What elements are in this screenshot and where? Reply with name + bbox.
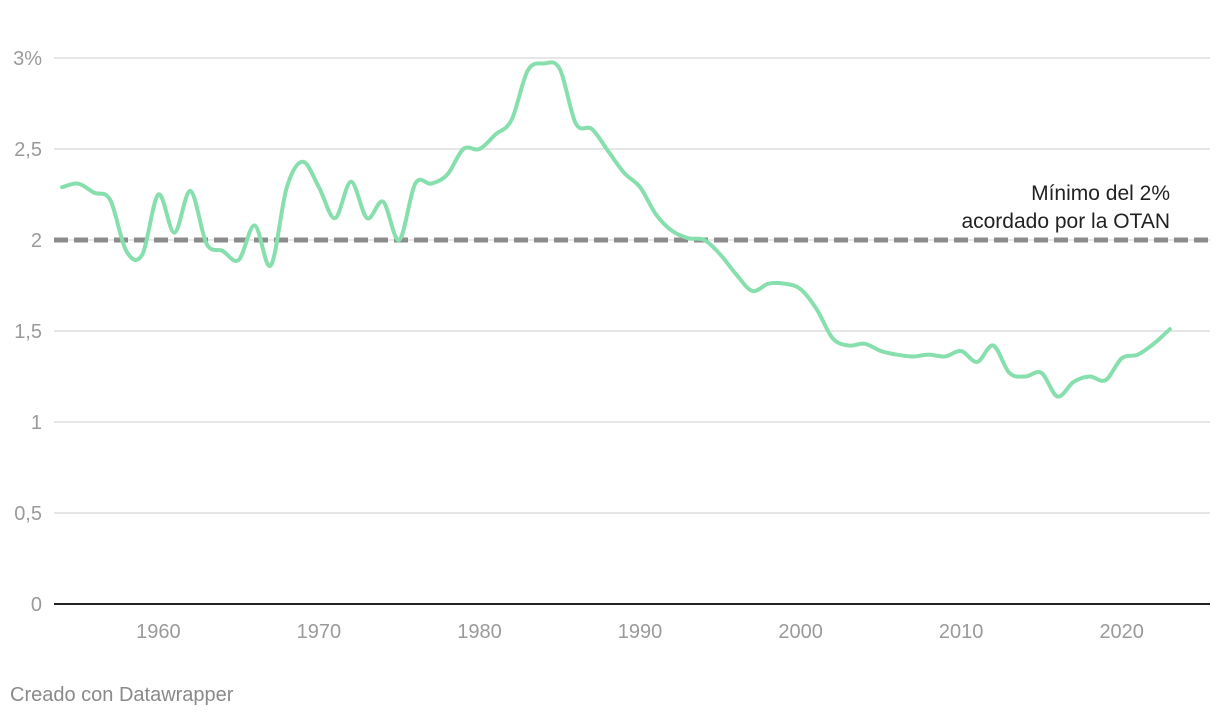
x-tick-label: 2020 xyxy=(1099,621,1144,643)
threshold-label-line-1: Mínimo del 2% xyxy=(1031,182,1170,205)
threshold-label-line-2: acordado por la OTAN xyxy=(961,210,1170,233)
x-tick-label: 1970 xyxy=(297,621,342,643)
y-axis-ticks: 0 0,5 1 1,5 2 2,5 3% xyxy=(13,48,42,616)
footer-credit: Creado con Datawrapper xyxy=(10,684,234,706)
x-tick-label: 2000 xyxy=(778,621,823,643)
x-tick-label: 1990 xyxy=(618,621,663,643)
y-tick-label: 1,5 xyxy=(14,321,42,343)
x-tick-label: 1980 xyxy=(457,621,502,643)
y-tick-label: 3% xyxy=(13,48,42,70)
y-tick-label: 0 xyxy=(31,594,42,616)
x-tick-label: 2010 xyxy=(939,621,984,643)
y-tick-label: 1 xyxy=(31,412,42,434)
x-axis-ticks: 1960 1970 1980 1990 2000 2010 2020 xyxy=(136,621,1144,643)
y-tick-label: 0,5 xyxy=(14,503,42,525)
x-tick-label: 1960 xyxy=(136,621,181,643)
y-tick-label: 2 xyxy=(31,230,42,252)
gridlines xyxy=(54,57,1210,514)
y-tick-label: 2,5 xyxy=(14,139,42,161)
series-line xyxy=(60,60,1172,399)
